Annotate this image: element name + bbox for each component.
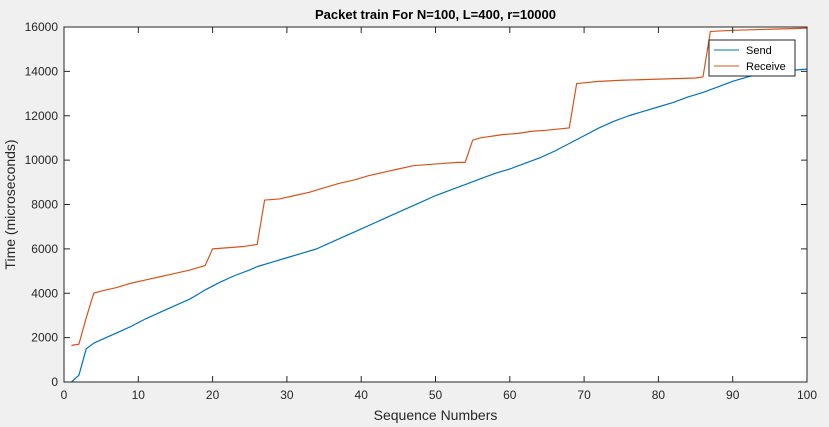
x-tick-label: 30 [280, 388, 294, 402]
x-tick-label: 10 [132, 388, 146, 402]
x-tick-label: 80 [652, 388, 666, 402]
legend-label-receive: Receive [746, 61, 786, 73]
y-tick-label: 0 [51, 375, 58, 389]
legend-box [708, 39, 796, 77]
x-axis-ticks: 0 10 20 30 40 50 60 70 80 90 100 [61, 27, 817, 402]
series-layer [71, 27, 808, 383]
y-tick-label: 12000 [25, 109, 59, 123]
y-tick-label: 14000 [25, 64, 59, 78]
x-tick-label: 40 [355, 388, 369, 402]
series-line-send [71, 68, 808, 383]
x-tick-label: 50 [429, 388, 443, 402]
y-tick-label: 6000 [31, 242, 58, 256]
chart-title: Packet train For N=100, L=400, r=10000 [315, 7, 556, 22]
y-tick-label: 8000 [31, 198, 58, 212]
x-axis-label: Sequence Numbers [374, 407, 498, 423]
y-tick-label: 2000 [31, 331, 58, 345]
x-tick-label: 0 [61, 388, 68, 402]
x-tick-label: 20 [206, 388, 220, 402]
legend-label-send: Send [746, 45, 772, 57]
x-tick-label: 90 [726, 388, 740, 402]
plot-area [64, 27, 807, 382]
series-line-receive [71, 27, 808, 346]
y-axis-label: Time (microseconds) [2, 139, 18, 269]
y-tick-label: 10000 [25, 153, 59, 167]
y-tick-label: 4000 [31, 286, 58, 300]
x-tick-label: 70 [577, 388, 591, 402]
legend[interactable]: Send Receive [708, 39, 796, 77]
x-tick-label: 60 [503, 388, 517, 402]
y-tick-label: 16000 [25, 20, 59, 34]
y-axis-ticks: 0 2000 4000 6000 8000 10000 12000 14000 16000 [25, 20, 807, 389]
x-tick-label: 100 [797, 388, 817, 402]
